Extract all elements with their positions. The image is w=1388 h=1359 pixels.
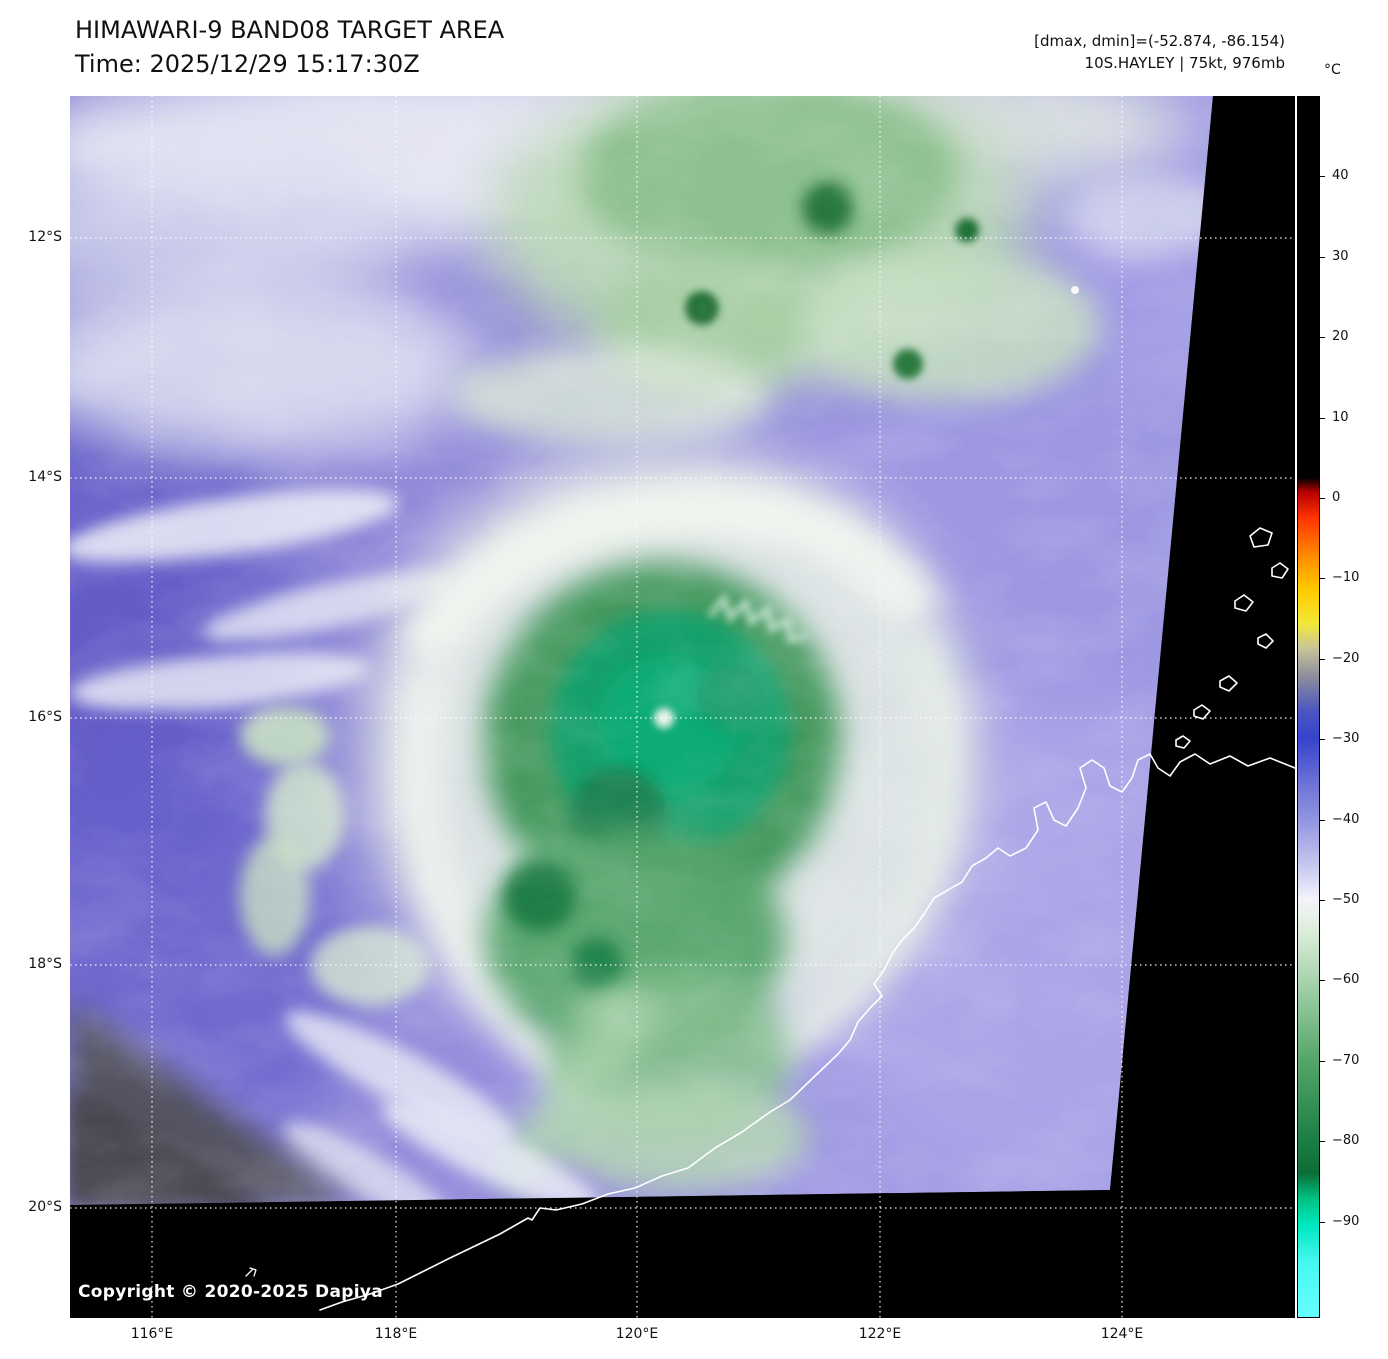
coastline [245, 527, 1295, 1311]
lat-tick-label: 16°S [28, 709, 62, 725]
satellite-image [70, 96, 1295, 1318]
colorbar-tick-label: 40 [1320, 168, 1349, 183]
satellite-map: Copyright © 2020-2025 Dapiya [70, 96, 1295, 1318]
latlon-grid [70, 96, 1295, 1318]
colorbar-tick-label: −10 [1319, 570, 1360, 585]
colorbar-tick-label: 10 [1320, 410, 1349, 425]
lon-tick-label: 120°E [615, 1326, 659, 1342]
lat-tick-label: 18°S [28, 956, 62, 972]
copyright-text: Copyright © 2020-2025 Dapiya [78, 1282, 383, 1302]
product-title: HIMAWARI-9 BAND08 TARGET AREA [75, 16, 505, 44]
colorbar-tick-label: 30 [1320, 249, 1349, 264]
colorbar-tick-label: −50 [1319, 892, 1360, 907]
colorbar-tick-label: −60 [1319, 972, 1360, 987]
temperature-colorbar [1297, 96, 1320, 1318]
colorbar-tick-label: −80 [1319, 1133, 1360, 1148]
colorbar-tick-label: −30 [1319, 731, 1360, 746]
colorbar-tick-label: 0 [1319, 490, 1341, 505]
colorbar-tick-label: −90 [1319, 1214, 1360, 1229]
lat-tick-label: 12°S [28, 229, 62, 245]
lon-tick-label: 122°E [858, 1326, 902, 1342]
colorbar-tick-label: −40 [1319, 812, 1360, 827]
lon-tick-label: 118°E [374, 1326, 418, 1342]
colorbar-tick-label: 20 [1320, 329, 1349, 344]
product-time: Time: 2025/12/29 15:17:30Z [75, 50, 420, 78]
lat-tick-label: 14°S [28, 469, 62, 485]
lon-tick-label: 124°E [1100, 1326, 1144, 1342]
colorbar-tick-label: −20 [1319, 651, 1360, 666]
lon-tick-label: 116°E [130, 1326, 174, 1342]
dmax-dmin-readout: [dmax, dmin]=(-52.874, -86.154) [1034, 32, 1285, 50]
colorbar-tick-label: −70 [1319, 1053, 1360, 1068]
colorbar-unit-label: °C [1324, 62, 1341, 78]
lat-tick-label: 20°S [28, 1199, 62, 1215]
storm-info: 10S.HAYLEY | 75kt, 976mb [1084, 54, 1285, 72]
